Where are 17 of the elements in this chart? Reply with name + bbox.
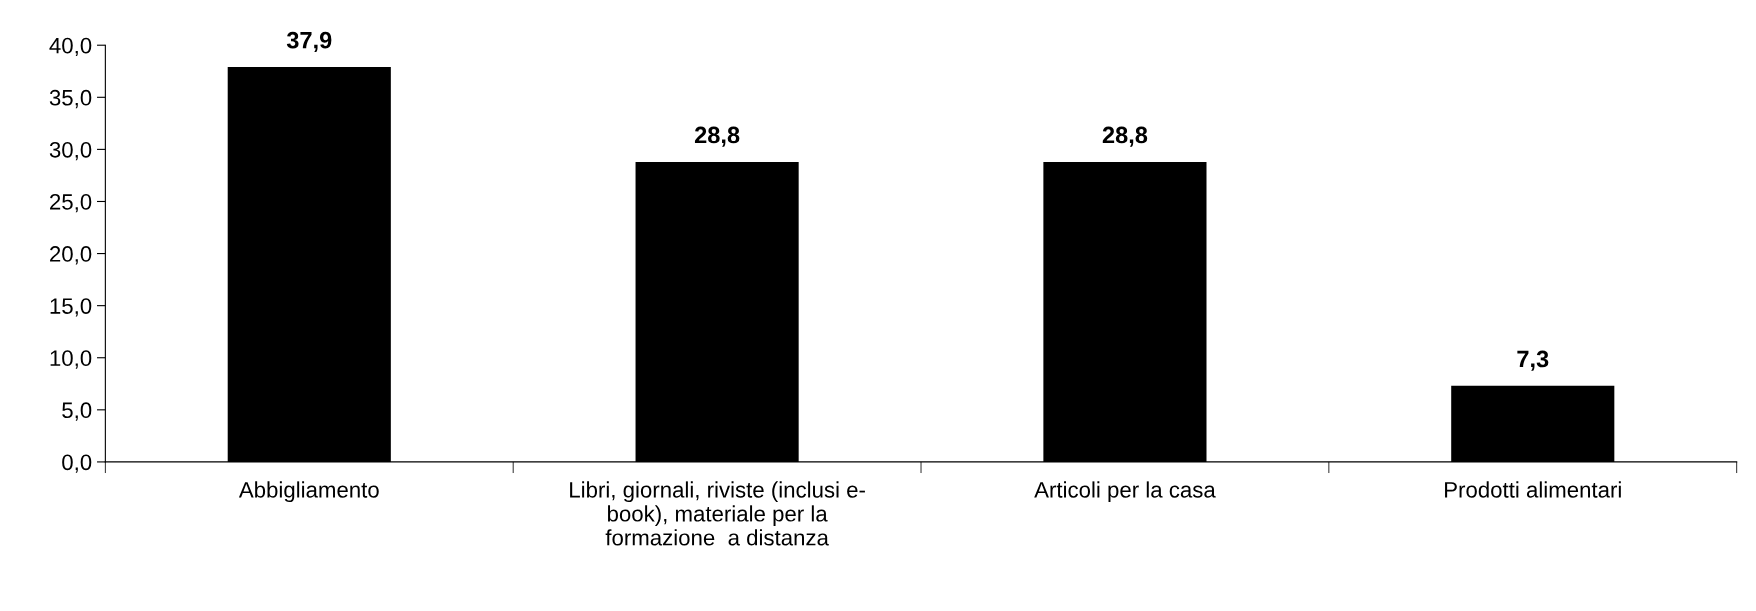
y-tick-label: 5,0: [62, 402, 92, 421]
y-tick-label: 10,0: [50, 350, 92, 369]
data-label: 28,8: [694, 126, 740, 147]
data-label: 28,8: [1102, 126, 1148, 147]
x-tick-label: Abbigliamento: [238, 481, 379, 503]
y-tick-label: 20,0: [50, 246, 92, 265]
y-tick-label: 30,0: [49, 141, 92, 161]
x-tick-label: Libri, giornali, riviste (inclusi e- book), materiale per la formazione a distanza: [570, 481, 865, 546]
y-tick-label: 40,0: [49, 37, 92, 57]
x-tick-label: Articoli per la casa: [1034, 481, 1216, 503]
x-tick-label: Prodotti alimentari: [1445, 481, 1621, 498]
y-tick-label: 0,0: [62, 454, 92, 473]
y-tick-label: 35,0: [49, 89, 92, 109]
data-label: 37,9: [286, 31, 332, 52]
data-label: 7,3: [1517, 350, 1549, 371]
y-tick-label: 25,0: [50, 194, 92, 213]
y-tick-label: 15,0: [50, 298, 92, 317]
